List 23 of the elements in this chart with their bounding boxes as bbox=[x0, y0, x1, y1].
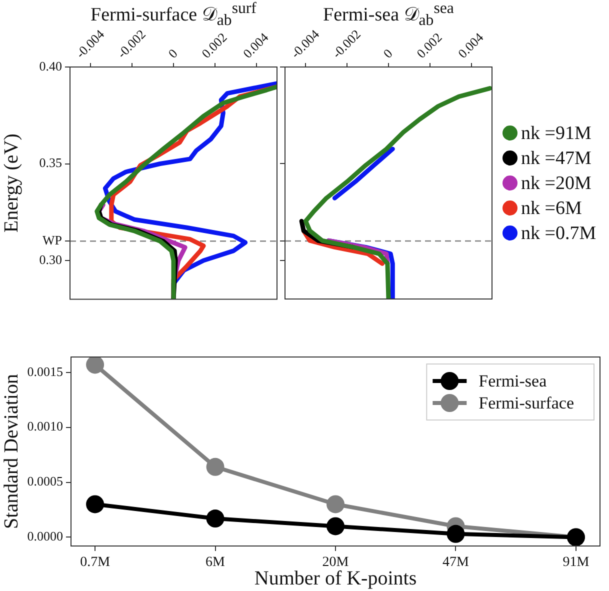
y-tick-label: 0.0005 bbox=[27, 474, 63, 489]
legend-label: Fermi-surface bbox=[478, 393, 574, 412]
y-tick-label: 0.40 bbox=[39, 58, 62, 74]
x-tick-label: 91M bbox=[562, 555, 590, 570]
x-tick-label: 47M bbox=[442, 555, 470, 570]
y-tick-label: 0.0010 bbox=[27, 418, 63, 434]
legend-label: nk =0.7M bbox=[521, 222, 596, 244]
legend-label: Fermi-sea bbox=[478, 371, 548, 390]
legend-label: nk =91M bbox=[521, 122, 592, 144]
y-tick-label: 0.0000 bbox=[27, 528, 63, 544]
y-tick-label: 0.0015 bbox=[27, 364, 63, 379]
y-tick-label: 0.30 bbox=[39, 252, 62, 267]
legend-label: nk =47M bbox=[521, 148, 592, 169]
x-tick-label: 0 bbox=[380, 46, 396, 61]
y-axis-title: Standard Deviation bbox=[0, 374, 22, 529]
legend-label: nk =20M bbox=[521, 172, 592, 194]
y-axis-title: Energy (eV) bbox=[0, 134, 22, 233]
y-tick-label: WP bbox=[42, 232, 62, 248]
y-tick-label: 0.35 bbox=[39, 155, 62, 170]
x-tick-label: 0.7M bbox=[80, 555, 111, 570]
x-tick-label: 6M bbox=[206, 555, 226, 570]
x-tick-label: 0 bbox=[165, 46, 180, 61]
legend-label: nk =6M bbox=[521, 198, 582, 219]
